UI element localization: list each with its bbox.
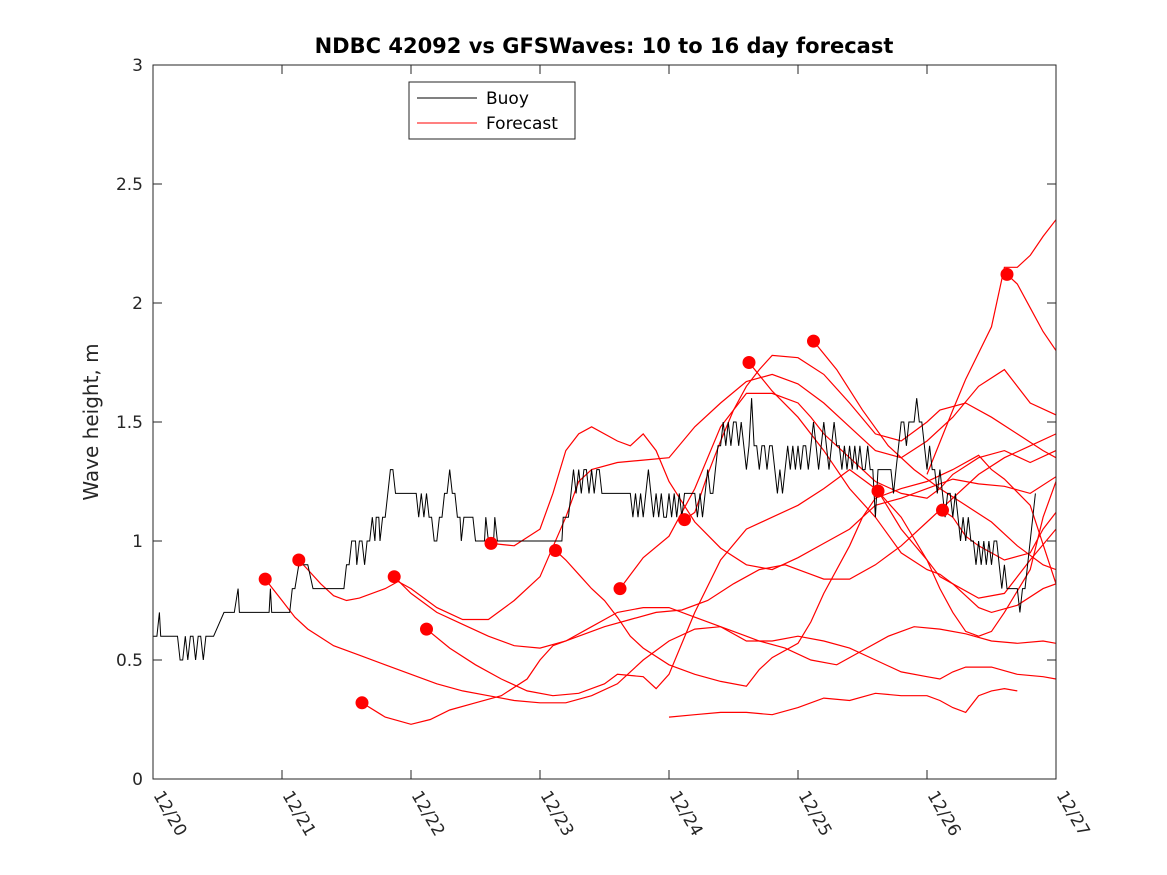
forecast-start-marker-12 — [871, 484, 885, 498]
chart-title: NDBC 42092 vs GFSWaves: 10 to 16 day for… — [315, 34, 894, 58]
x-tick-label: 12/20 — [149, 788, 191, 840]
y-axis: 0 0.5 1 1.5 2 2.5 3 — [116, 56, 1056, 790]
forecast-line-7 — [555, 454, 1056, 687]
forecast-line-14 — [1006, 273, 1056, 351]
y-tick-label: 2 — [132, 294, 143, 314]
forecast-start-marker-5 — [420, 622, 433, 636]
x-tick-label: 12/27 — [1052, 788, 1094, 840]
forecast-start-marker-3 — [355, 696, 369, 710]
forecast-line-13 — [942, 509, 1056, 561]
legend-box — [408, 81, 576, 140]
y-tick-label: 0.5 — [116, 651, 143, 671]
y-tick-label: 1.5 — [116, 413, 143, 433]
forecast-line-9 — [684, 354, 1056, 521]
forecast-start-marker-2 — [292, 553, 306, 567]
x-tick-label: 12/26 — [923, 788, 965, 840]
forecast-line-4 — [393, 576, 1056, 666]
forecast-series-group — [264, 219, 1056, 725]
legend: Buoy Forecast — [408, 81, 576, 140]
y-axis-label: Wave height, m — [79, 343, 103, 500]
forecast-start-marker-7 — [549, 544, 562, 557]
forecast-line-1 — [264, 578, 1056, 704]
forecast-line-16 — [926, 219, 1056, 475]
forecast-line-6 — [490, 426, 1056, 571]
forecast-line-10 — [748, 362, 1056, 614]
legend-buoy-label: Buoy — [486, 89, 529, 109]
forecast-line-2 — [298, 368, 1056, 621]
forecast-start-marker-1 — [258, 572, 272, 586]
forecast-line-15 — [668, 687, 1018, 718]
plot-area — [153, 65, 1056, 779]
legend-forecast-label: Forecast — [486, 114, 558, 134]
x-tick-label: 12/24 — [665, 788, 707, 840]
x-tick-label: 12/25 — [794, 788, 836, 840]
forecast-start-marker-13 — [936, 503, 949, 517]
forecast-line-11 — [813, 340, 1056, 571]
x-tick-label: 12/23 — [536, 788, 578, 840]
forecast-line-5 — [426, 468, 1056, 697]
buoy-series-group — [153, 398, 1036, 661]
forecast-start-marker-6 — [484, 536, 498, 550]
x-tick-label: 12/21 — [278, 788, 320, 840]
forecast-start-marker-10 — [742, 356, 756, 369]
y-tick-label: 3 — [132, 56, 143, 76]
x-tick-label: 12/22 — [407, 788, 449, 840]
y-tick-label: 0 — [132, 770, 143, 790]
forecast-start-marker-4 — [387, 570, 401, 584]
forecast-line-12 — [877, 481, 1056, 637]
y-tick-label: 1 — [132, 532, 143, 552]
y-tick-label: 2.5 — [116, 175, 143, 195]
buoy-line — [153, 398, 1036, 661]
forecast-start-marker-11 — [807, 334, 820, 348]
forecast-start-marker-14 — [1000, 267, 1014, 281]
forecast-start-markers — [258, 267, 1014, 710]
forecast-start-marker-8 — [613, 582, 627, 596]
forecast-start-marker-9 — [678, 513, 691, 527]
